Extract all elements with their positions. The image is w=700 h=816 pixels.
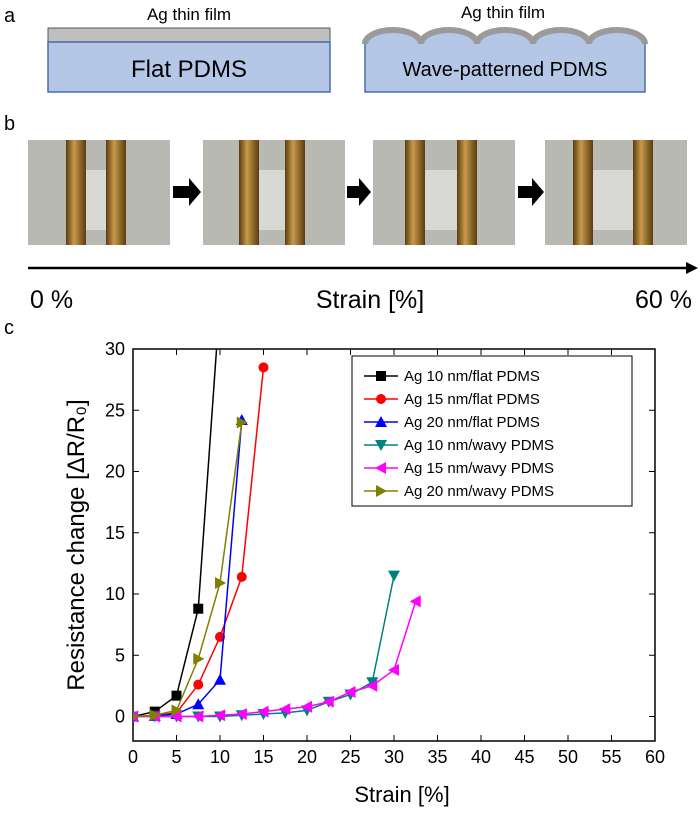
x-tick-label: 40	[471, 747, 491, 767]
legend-marker	[376, 371, 386, 381]
photo	[373, 140, 515, 245]
y-tick-label: 15	[105, 523, 125, 543]
legend-marker	[375, 440, 387, 451]
panel-label: b	[4, 113, 15, 135]
marker	[171, 690, 182, 701]
x-tick-label: 50	[558, 747, 578, 767]
legend-label: Ag 10 nm/wavy PDMS	[404, 437, 554, 454]
legend-label: Ag 20 nm/flat PDMS	[404, 414, 540, 431]
marker	[388, 570, 400, 582]
arrow-head	[686, 262, 698, 274]
series-line	[133, 349, 218, 718]
x-tick-label: 5	[171, 747, 181, 767]
x-tick-label: 15	[253, 747, 273, 767]
y-tick-label: 5	[115, 645, 125, 665]
marker	[214, 673, 226, 685]
photo	[545, 140, 687, 245]
x-tick-label: 45	[514, 747, 534, 767]
marker	[236, 571, 247, 582]
legend-box	[351, 355, 633, 507]
y-tick-label: 20	[105, 462, 125, 482]
legend-label: Ag 15 nm/wavy PDMS	[404, 460, 554, 477]
marker	[366, 679, 378, 692]
marker	[258, 362, 269, 373]
marker	[215, 295, 225, 305]
marker	[193, 679, 204, 690]
x-tick-label: 10	[210, 747, 230, 767]
x-tick-label: 35	[427, 747, 447, 767]
x-tick-label: 60	[645, 747, 665, 767]
marker	[215, 631, 225, 642]
film-label: Ag thin film	[147, 5, 231, 24]
flat-film	[47, 27, 331, 43]
x-tick-label: 30	[384, 747, 404, 767]
y-tick-label: 0	[115, 707, 125, 727]
series-line	[133, 422, 243, 718]
substrate-label: Wave-patterned PDMS	[403, 59, 608, 81]
film-label: Ag thin film	[461, 3, 545, 22]
legend-label: Ag 20 nm/wavy PDMS	[404, 483, 554, 500]
marker	[193, 652, 205, 665]
y-tick-label: 30	[105, 339, 125, 359]
legend-label: Ag 10 nm/flat PDMS	[404, 368, 540, 385]
marker	[236, 416, 248, 429]
marker	[257, 705, 269, 718]
x-tick-label: 20	[297, 747, 317, 767]
legend-marker	[375, 462, 386, 474]
photo	[203, 140, 345, 245]
strain-end: 60 %	[635, 286, 692, 314]
marker	[192, 698, 205, 710]
marker	[344, 686, 356, 698]
marker	[235, 708, 247, 721]
legend-label: Ag 15 nm/flat PDMS	[404, 391, 540, 408]
legend-marker	[376, 394, 386, 404]
legend-marker	[375, 416, 387, 427]
marker	[279, 703, 291, 716]
marker	[322, 695, 334, 708]
y-tick-label: 25	[105, 400, 125, 420]
marker	[214, 709, 225, 722]
marker	[133, 713, 139, 720]
marker	[409, 595, 421, 608]
panel-label: a	[4, 5, 16, 27]
marker	[215, 576, 226, 589]
wavy-film	[362, 27, 648, 45]
marker	[388, 663, 399, 676]
series-group	[133, 295, 421, 723]
legend-marker	[376, 485, 387, 497]
x-tick-label: 0	[128, 747, 138, 767]
marker	[171, 704, 183, 717]
marker	[192, 710, 204, 723]
panel-label: c	[4, 317, 14, 339]
x-axis-title: Strain [%]	[354, 782, 449, 807]
marker	[193, 603, 204, 614]
x-tick-label: 25	[340, 747, 360, 767]
strain-start: 0 %	[30, 286, 73, 314]
strain-axis-label: Strain [%]	[316, 286, 424, 314]
x-tick-label: 55	[601, 747, 621, 767]
photos	[28, 140, 687, 245]
y-tick-label: 10	[105, 584, 125, 604]
flat-substrate	[47, 41, 331, 93]
series-line	[133, 419, 243, 718]
y-axis-title: Resistance change [ΔR/R₀]	[63, 399, 90, 690]
substrate-label: Flat PDMS	[131, 56, 247, 83]
marker	[170, 710, 182, 723]
marker	[149, 709, 161, 722]
photo	[28, 140, 170, 245]
marker	[301, 700, 312, 713]
